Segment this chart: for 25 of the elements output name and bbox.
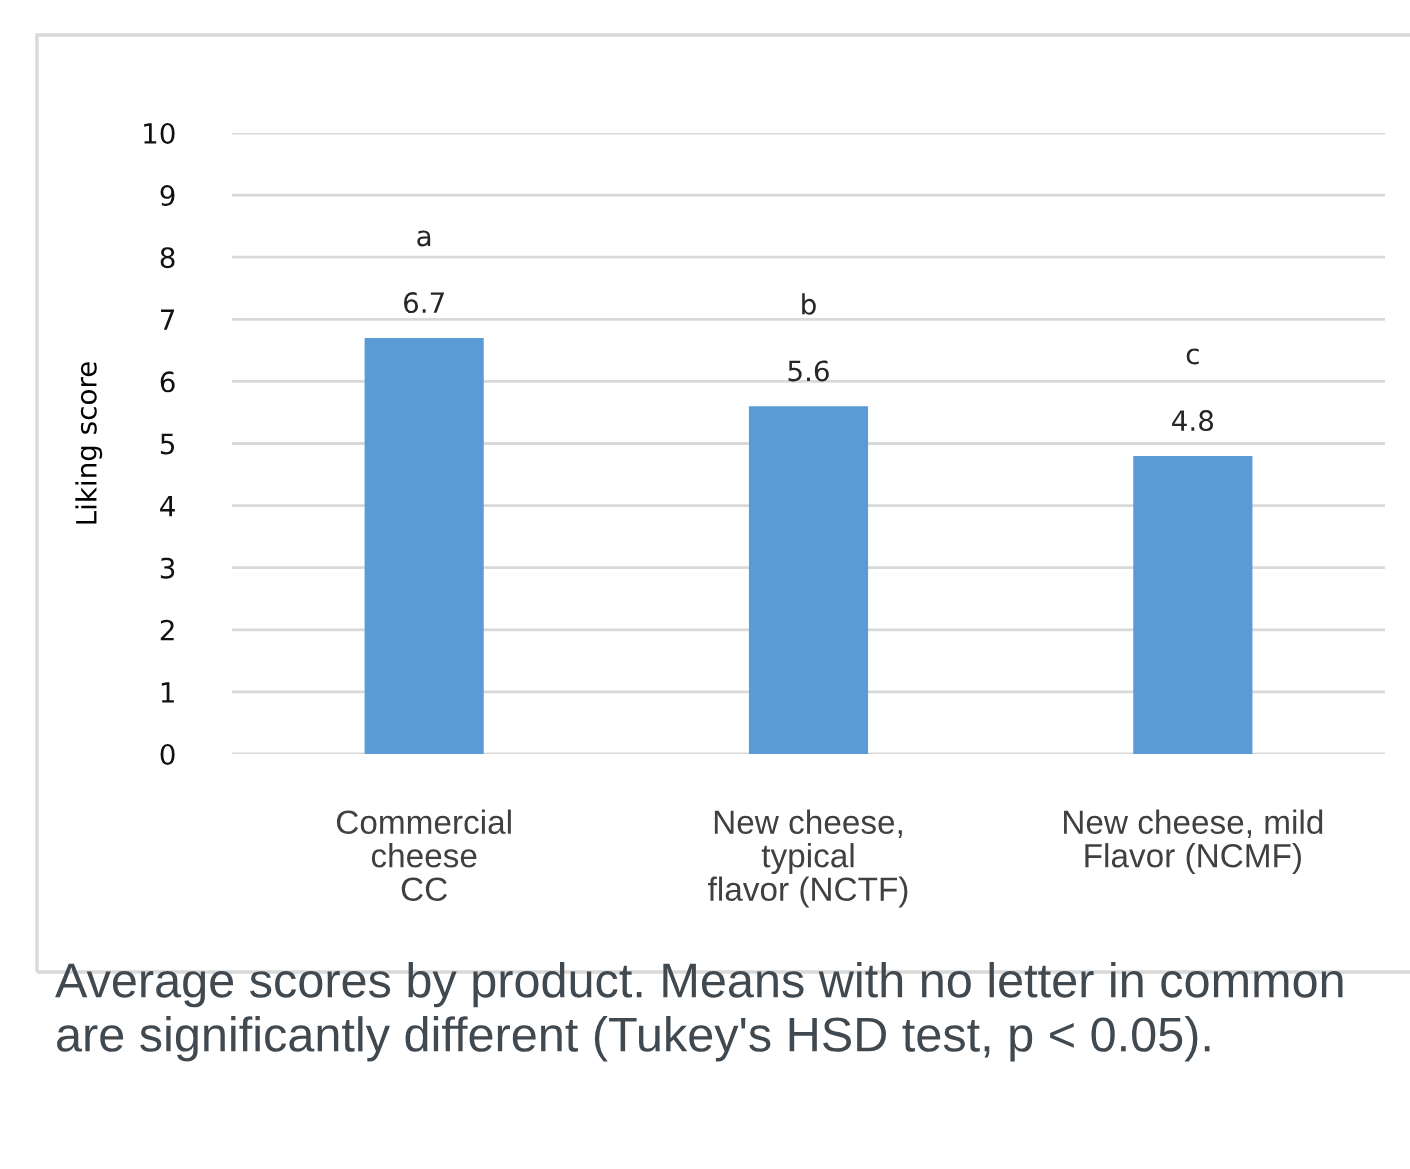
- y-tick-label: 0: [160, 743, 175, 765]
- data-label: 4.8: [1172, 410, 1214, 432]
- text: Average scores by product. Means with no letter in common are significantly different (Tukey's HSD test, p < 0.05).: [55, 962, 1343, 1062]
- y-tick-label: 1: [161, 682, 174, 703]
- y-tick-label: 8: [160, 247, 175, 269]
- y-tick-label: 7: [161, 309, 175, 330]
- y-tick-label: 5: [160, 433, 175, 455]
- bar: [364, 337, 484, 754]
- x-tick-label: Commercial cheese CC: [336, 809, 511, 902]
- bar: [748, 406, 869, 754]
- y-tick-label: 4: [160, 495, 175, 517]
- y-tick-label: 9: [160, 185, 175, 207]
- annotation: a: [417, 230, 431, 247]
- y-tick-label: 3: [160, 557, 175, 579]
- y-axis-title: Liking score: [75, 362, 103, 524]
- data-label: 6.7: [404, 292, 444, 314]
- x-tick-label: New cheese, mild Flavor (NCMF): [1064, 809, 1323, 875]
- annotation: c: [1186, 348, 1199, 365]
- x-tick-label: New cheese, typical flavor (NCTF): [708, 809, 908, 908]
- bar: [1133, 455, 1253, 754]
- y-tick-label: 10: [144, 122, 175, 144]
- annotation: b: [802, 293, 816, 315]
- data-label: 5.6: [788, 360, 829, 382]
- y-tick-label: 2: [160, 619, 174, 641]
- y-tick-label: 6: [160, 371, 175, 393]
